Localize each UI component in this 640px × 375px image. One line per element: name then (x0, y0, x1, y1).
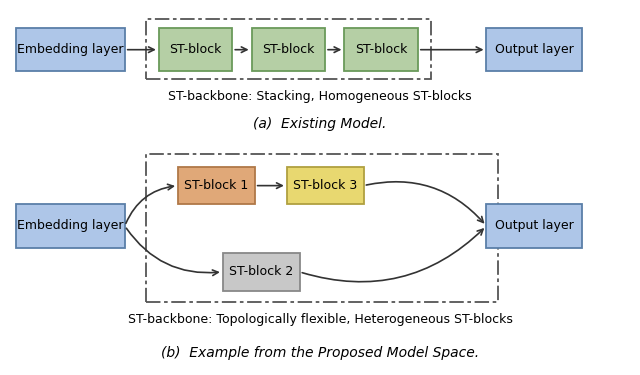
FancyBboxPatch shape (16, 204, 125, 248)
FancyBboxPatch shape (486, 28, 582, 71)
FancyBboxPatch shape (16, 28, 125, 71)
Text: (a)  Existing Model.: (a) Existing Model. (253, 117, 387, 131)
FancyBboxPatch shape (223, 253, 300, 291)
Text: ST-block 2: ST-block 2 (229, 266, 293, 278)
FancyBboxPatch shape (252, 28, 325, 71)
Text: ST-block 3: ST-block 3 (293, 179, 357, 192)
Text: ST-backbone: Stacking, Homogeneous ST-blocks: ST-backbone: Stacking, Homogeneous ST-bl… (168, 90, 472, 103)
Text: Output layer: Output layer (495, 219, 574, 232)
FancyArrowPatch shape (302, 229, 483, 282)
FancyBboxPatch shape (159, 28, 232, 71)
Bar (146, 19, 431, 79)
Bar (146, 154, 498, 302)
Text: Output layer: Output layer (495, 43, 574, 56)
Text: Embedding layer: Embedding layer (17, 43, 124, 56)
Text: (b)  Example from the Proposed Model Space.: (b) Example from the Proposed Model Spac… (161, 346, 479, 360)
FancyBboxPatch shape (486, 204, 582, 248)
FancyArrowPatch shape (126, 184, 173, 224)
FancyArrowPatch shape (126, 228, 218, 276)
FancyBboxPatch shape (344, 28, 418, 71)
FancyBboxPatch shape (178, 167, 255, 204)
Text: ST-block: ST-block (262, 43, 314, 56)
FancyArrowPatch shape (366, 182, 483, 222)
Text: ST-block 1: ST-block 1 (184, 179, 248, 192)
Text: Embedding layer: Embedding layer (17, 219, 124, 232)
Text: ST-block: ST-block (170, 43, 221, 56)
Text: ST-block: ST-block (355, 43, 407, 56)
FancyBboxPatch shape (287, 167, 364, 204)
Text: ST-backbone: Topologically flexible, Heterogeneous ST-blocks: ST-backbone: Topologically flexible, Het… (127, 313, 513, 326)
